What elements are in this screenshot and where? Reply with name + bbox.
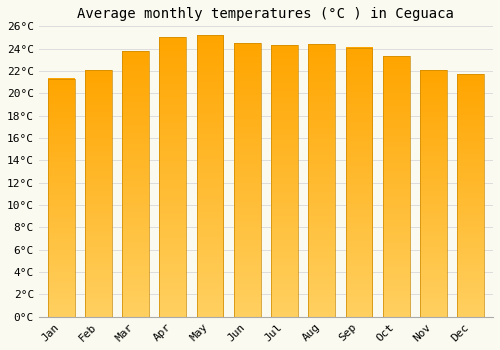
Bar (196, 35, 224, 317)
Bar (48, 79, 74, 317)
Bar (234, 43, 260, 317)
Bar (160, 37, 186, 317)
Bar (383, 56, 409, 317)
Bar (271, 45, 298, 317)
Bar (85, 70, 112, 317)
Title: Average monthly temperatures (°C ) in Ceguaca: Average monthly temperatures (°C ) in Ce… (78, 7, 454, 21)
Bar (122, 51, 149, 317)
Bar (308, 44, 335, 317)
Bar (458, 74, 484, 317)
Bar (346, 48, 372, 317)
Bar (420, 70, 447, 317)
